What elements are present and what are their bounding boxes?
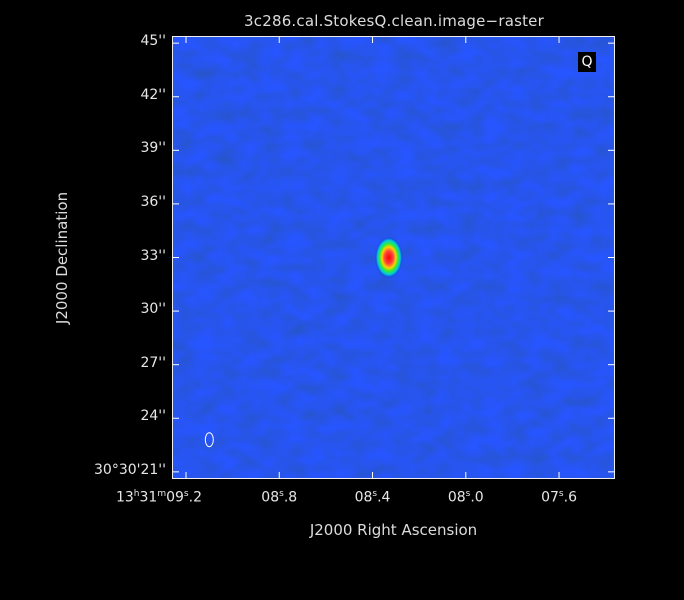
- y-tick-label: 45'': [140, 33, 166, 50]
- y-tick-label: 39'': [140, 140, 166, 157]
- x-tick-label: 08s.8: [261, 489, 298, 506]
- y-tick-label: 42'': [140, 86, 166, 103]
- image-raster[interactable]: [172, 36, 615, 479]
- y-axis-label: J2000 Declination: [53, 191, 71, 325]
- plot-title: 3c286.cal.StokesQ.clean.image−raster: [244, 12, 544, 30]
- source-peak: [374, 236, 403, 279]
- y-tick-label: 36'': [140, 193, 166, 210]
- x-tick-label: 08s.0: [447, 489, 484, 506]
- x-tick-label: 07s.6: [541, 489, 577, 506]
- stokes-label: Q: [578, 52, 596, 72]
- raster-svg: [172, 36, 615, 479]
- y-tick-label: 33'': [140, 247, 166, 264]
- y-tick-label: 30'': [140, 301, 166, 318]
- y-tick-label: 24'': [140, 408, 166, 425]
- x-tick-label: 08s.4: [354, 489, 391, 506]
- x-tick-label: 13h31m09s.2: [115, 489, 202, 506]
- x-axis-label: J2000 Right Ascension: [309, 521, 478, 539]
- y-tick-label: 30°30'21'': [94, 461, 166, 478]
- beam-ellipse: [204, 432, 214, 448]
- y-tick-label: 27'': [140, 354, 166, 371]
